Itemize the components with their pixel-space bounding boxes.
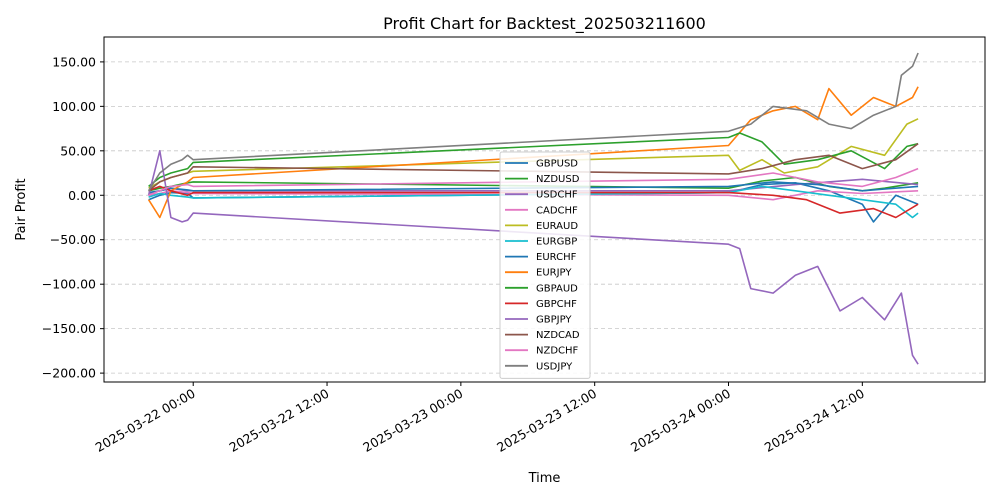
legend-label: GBPUSD bbox=[536, 159, 578, 170]
series-line-eurchf bbox=[148, 181, 919, 194]
legend-label: CADCHF bbox=[536, 205, 578, 216]
y-axis-title: Pair Profit bbox=[14, 178, 29, 240]
legend-label: NZDCHF bbox=[536, 346, 579, 357]
y-tick-label: −100.00 bbox=[42, 277, 96, 292]
legend-label: EURCHF bbox=[536, 252, 577, 263]
y-tick-label: −200.00 bbox=[42, 366, 96, 381]
series-line-gbpchf bbox=[148, 185, 919, 219]
legend-label: GBPAUD bbox=[536, 283, 578, 294]
axes: 150.00 100.00 50.00 0.00 −50.00 −100.00 −150.0… bbox=[42, 54, 867, 455]
series-line-nzdchf bbox=[148, 167, 919, 197]
series-line-gbpaud bbox=[148, 132, 919, 188]
y-tick-label: −50.00 bbox=[50, 232, 96, 247]
x-tick-label: 2025-03-22 12:00 bbox=[226, 386, 331, 455]
chart-title: Profit Chart for Backtest_202503211600 bbox=[383, 14, 706, 34]
x-tick-label: 2025-03-23 12:00 bbox=[494, 386, 599, 455]
legend-label: GBPCHF bbox=[536, 299, 577, 310]
legend: GBPUSD NZDUSD USDCHF CADCHF EURAUD EURGBP EURC… bbox=[499, 151, 591, 379]
legend-box bbox=[499, 151, 591, 379]
y-tick-label: 150.00 bbox=[52, 54, 96, 69]
series-line-gbpjpy bbox=[147, 150, 919, 365]
series-line-cadchf bbox=[148, 190, 919, 201]
y-tick-label: 100.00 bbox=[52, 99, 96, 114]
legend-label: EURJPY bbox=[536, 268, 572, 279]
y-tick-label: 50.00 bbox=[60, 143, 96, 158]
x-tick-label: 2025-03-22 00:00 bbox=[93, 386, 198, 455]
y-tick-label: 0.00 bbox=[68, 188, 96, 203]
series-lines bbox=[147, 52, 919, 365]
legend-label: EURAUD bbox=[536, 221, 578, 232]
legend-label: GBPJPY bbox=[536, 315, 572, 326]
x-tick-label: 2025-03-24 00:00 bbox=[628, 386, 733, 455]
series-line-eurgbp bbox=[148, 185, 919, 219]
legend-label: NZDUSD bbox=[536, 174, 580, 185]
series-line-nzdcad bbox=[148, 143, 919, 192]
x-axis-title: Time bbox=[528, 471, 561, 486]
plot-frame bbox=[103, 36, 986, 383]
legend-label: USDCHF bbox=[536, 190, 578, 201]
legend-label: EURGBP bbox=[536, 237, 577, 248]
y-tick-label: −150.00 bbox=[42, 321, 96, 336]
x-tick-label: 2025-03-23 00:00 bbox=[360, 386, 465, 455]
legend-label: NZDCAD bbox=[536, 330, 580, 341]
legend-label: USDJPY bbox=[536, 361, 573, 372]
series-line-usdjpy bbox=[147, 52, 919, 192]
x-tick-label: 2025-03-24 12:00 bbox=[762, 386, 867, 455]
